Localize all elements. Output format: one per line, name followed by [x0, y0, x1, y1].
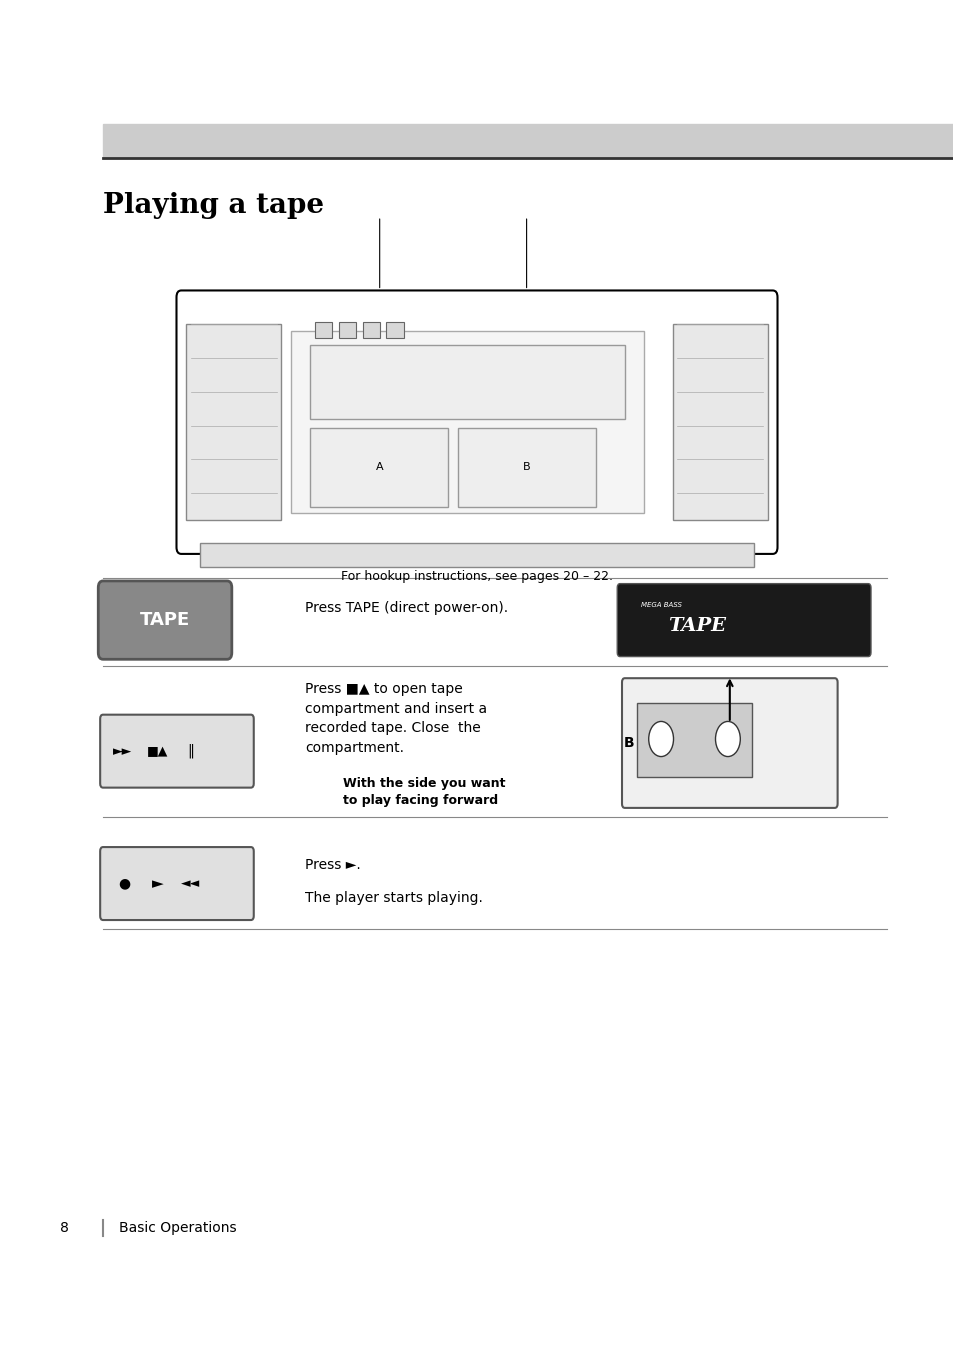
FancyBboxPatch shape	[98, 581, 232, 659]
Text: ■▲: ■▲	[147, 744, 168, 758]
Bar	[386, 322, 403, 338]
Text: A: A	[375, 462, 383, 473]
Text: B: B	[622, 736, 634, 750]
FancyBboxPatch shape	[100, 715, 253, 788]
Text: TAPE: TAPE	[667, 616, 725, 635]
Circle shape	[648, 721, 673, 757]
Text: For hookup instructions, see pages 20 – 22.: For hookup instructions, see pages 20 – …	[340, 570, 613, 584]
Bar	[338, 322, 355, 338]
Text: ●: ●	[118, 877, 130, 890]
Bar	[457, 428, 596, 507]
Bar	[291, 331, 643, 513]
Text: TAPE: TAPE	[140, 611, 190, 630]
Bar	[310, 345, 624, 419]
Bar	[672, 324, 767, 520]
Text: 8: 8	[60, 1221, 70, 1235]
Bar	[314, 322, 332, 338]
Text: ►►: ►►	[112, 744, 132, 758]
Text: Press TAPE (direct power-on).: Press TAPE (direct power-on).	[305, 601, 508, 615]
Bar	[200, 543, 753, 567]
Text: ‖: ‖	[187, 744, 194, 758]
Text: Press ■▲ to open tape
compartment and insert a
recorded tape. Close  the
compart: Press ■▲ to open tape compartment and in…	[305, 682, 487, 755]
Bar	[103, 124, 953, 158]
Text: ►: ►	[152, 875, 163, 892]
FancyBboxPatch shape	[176, 290, 777, 554]
Text: Basic Operations: Basic Operations	[119, 1221, 236, 1235]
Text: B: B	[522, 462, 530, 473]
Text: With the side you want
to play facing forward: With the side you want to play facing fo…	[343, 777, 505, 807]
Bar	[637, 703, 751, 777]
Bar	[186, 324, 281, 520]
Text: The player starts playing.: The player starts playing.	[305, 892, 482, 905]
Circle shape	[715, 721, 740, 757]
FancyBboxPatch shape	[621, 678, 837, 808]
Text: Press ►.: Press ►.	[305, 858, 360, 871]
Text: MEGA BASS: MEGA BASS	[640, 603, 681, 608]
Bar	[310, 428, 448, 507]
FancyBboxPatch shape	[617, 584, 870, 657]
FancyBboxPatch shape	[100, 847, 253, 920]
Text: Playing a tape: Playing a tape	[103, 192, 324, 219]
Text: ◄◄: ◄◄	[181, 877, 200, 890]
Bar	[362, 322, 379, 338]
